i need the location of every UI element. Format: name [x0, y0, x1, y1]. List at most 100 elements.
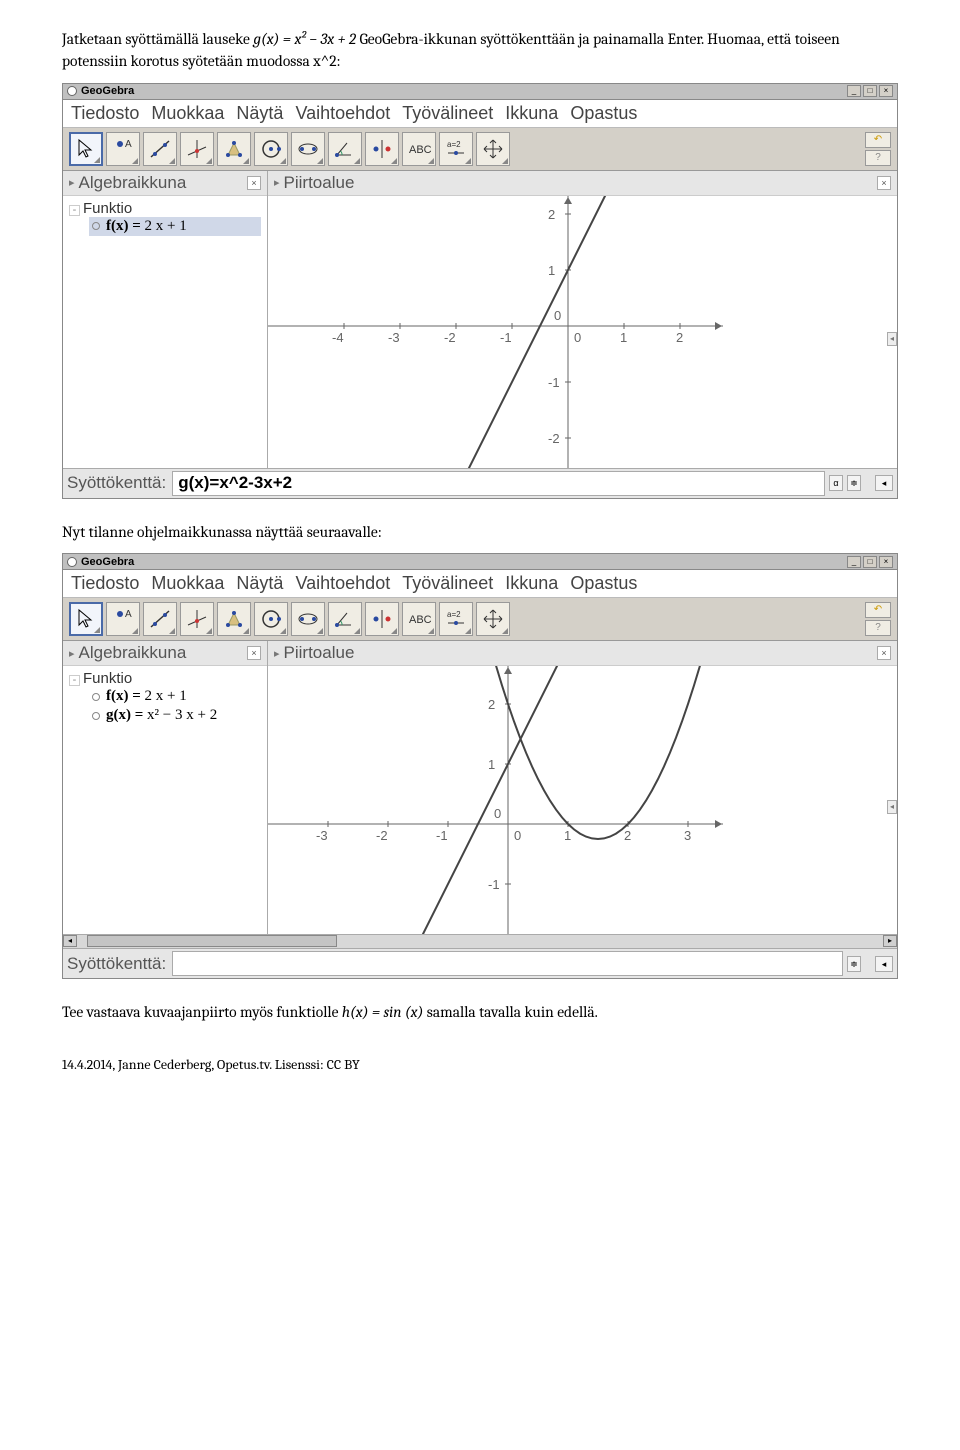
menu-item[interactable]: Ikkuna: [505, 573, 558, 593]
tool-text[interactable]: ABC: [402, 602, 436, 636]
tool-line[interactable]: [143, 132, 177, 166]
menu-item[interactable]: Opastus: [570, 103, 637, 123]
menu-item[interactable]: Näytä: [236, 573, 283, 593]
tool-text[interactable]: ABC: [402, 132, 436, 166]
tool-circle[interactable]: [254, 602, 288, 636]
tool-cursor[interactable]: [69, 602, 103, 636]
svg-text:0: 0: [514, 828, 521, 843]
svg-text:-1: -1: [548, 375, 560, 390]
tool-ellipse[interactable]: [291, 602, 325, 636]
horizontal-scrollbar[interactable]: ◂▸: [63, 934, 897, 948]
maximize-button[interactable]: □: [863, 85, 877, 97]
visibility-dot-icon[interactable]: [92, 712, 100, 720]
tool-ellipse[interactable]: [291, 132, 325, 166]
maximize-button[interactable]: □: [863, 556, 877, 568]
alpha-button[interactable]: α: [829, 475, 843, 491]
algebra-function-item[interactable]: f(x) = 2 x + 1: [89, 687, 261, 706]
menu-item[interactable]: Opastus: [570, 573, 637, 593]
scroll-left-arrow[interactable]: ◂: [63, 935, 77, 947]
algebra-panel-header: ▸Algebraikkuna×: [63, 171, 267, 196]
scroll-thumb[interactable]: [87, 935, 337, 947]
svg-text:A: A: [125, 609, 132, 620]
svg-text:0: 0: [494, 806, 501, 821]
svg-text:-4: -4: [332, 330, 344, 345]
algebra-panel-header: ▸Algebraikkuna×: [63, 641, 267, 666]
minimize-button[interactable]: _: [847, 556, 861, 568]
svg-text:1: 1: [548, 263, 555, 278]
algebra-function-item[interactable]: g(x) = x² − 3 x + 2: [89, 706, 261, 725]
side-tab-icon[interactable]: ◂: [887, 332, 897, 346]
graphics-panel: ▸Piirtoalue×-4-3-2-1012-2-1120◂: [268, 171, 897, 468]
input-execute-button[interactable]: ◂: [875, 956, 893, 972]
input-history-button[interactable]: ≑: [847, 475, 861, 491]
undo-button[interactable]: ↶: [865, 602, 891, 618]
svg-text:-2: -2: [376, 828, 388, 843]
side-tab-icon[interactable]: ◂: [887, 800, 897, 814]
input-field[interactable]: [172, 471, 825, 496]
scroll-right-arrow[interactable]: ▸: [883, 935, 897, 947]
outro-paragraph: Tee vastaava kuvaajanpiirto myös funktio…: [62, 1001, 898, 1023]
tool-bar: A ABC a=2 ↶?: [63, 127, 897, 171]
algebra-function-item[interactable]: f(x) = 2 x + 1: [89, 217, 261, 236]
menu-item[interactable]: Tiedosto: [71, 103, 139, 123]
menu-item[interactable]: Työvälineet: [402, 103, 493, 123]
tool-poly[interactable]: [217, 602, 251, 636]
menu-item[interactable]: Muokkaa: [151, 103, 224, 123]
tool-angle[interactable]: [328, 602, 362, 636]
input-bar: Syöttökenttä: ≑ ◂: [63, 948, 897, 978]
input-label: Syöttökenttä:: [67, 473, 166, 493]
visibility-dot-icon[interactable]: [92, 693, 100, 701]
menu-item[interactable]: Näytä: [236, 103, 283, 123]
tool-poly[interactable]: [217, 132, 251, 166]
input-history-button[interactable]: ≑: [847, 956, 861, 972]
minimize-button[interactable]: _: [847, 85, 861, 97]
svg-text:-1: -1: [436, 828, 448, 843]
tool-slider[interactable]: a=2: [439, 602, 473, 636]
algebra-close-icon[interactable]: ×: [247, 176, 261, 190]
svg-text:1: 1: [620, 330, 627, 345]
tool-reflect[interactable]: [365, 132, 399, 166]
algebra-section: -Funktio: [69, 670, 261, 687]
tool-perp[interactable]: [180, 602, 214, 636]
svg-text:0: 0: [554, 308, 561, 323]
tool-line[interactable]: [143, 602, 177, 636]
close-button[interactable]: ×: [879, 85, 893, 97]
close-button[interactable]: ×: [879, 556, 893, 568]
input-field[interactable]: [172, 951, 843, 976]
tool-circle[interactable]: [254, 132, 288, 166]
help-button[interactable]: ?: [865, 150, 891, 166]
menu-item[interactable]: Tiedosto: [71, 573, 139, 593]
tool-move[interactable]: [476, 602, 510, 636]
app-logo-icon: [67, 86, 77, 96]
input-label: Syöttökenttä:: [67, 954, 166, 974]
tool-point[interactable]: A: [106, 132, 140, 166]
tool-perp[interactable]: [180, 132, 214, 166]
graphics-panel: ▸Piirtoalue×-3-2-10123-1120◂: [268, 641, 897, 934]
graphics-close-icon[interactable]: ×: [877, 176, 891, 190]
svg-text:2: 2: [676, 330, 683, 345]
tool-move[interactable]: [476, 132, 510, 166]
menu-item[interactable]: Vaihtoehdot: [295, 103, 390, 123]
tool-slider[interactable]: a=2: [439, 132, 473, 166]
input-execute-button[interactable]: ◂: [875, 475, 893, 491]
menu-item[interactable]: Muokkaa: [151, 573, 224, 593]
undo-button[interactable]: ↶: [865, 132, 891, 148]
menu-item[interactable]: Työvälineet: [402, 573, 493, 593]
graph-canvas[interactable]: -4-3-2-1012-2-1120◂: [268, 196, 897, 468]
graphics-close-icon[interactable]: ×: [877, 646, 891, 660]
intro-formula: g(x) = x² − 3x + 2: [253, 30, 356, 48]
visibility-dot-icon[interactable]: [92, 222, 100, 230]
menu-item[interactable]: Ikkuna: [505, 103, 558, 123]
tool-angle[interactable]: [328, 132, 362, 166]
graph-canvas[interactable]: -3-2-10123-1120◂: [268, 666, 897, 934]
input-bar: Syöttökenttä: α≑ ◂: [63, 468, 897, 498]
tool-reflect[interactable]: [365, 602, 399, 636]
menu-item[interactable]: Vaihtoehdot: [295, 573, 390, 593]
tool-cursor[interactable]: [69, 132, 103, 166]
svg-text:1: 1: [564, 828, 571, 843]
tool-point[interactable]: A: [106, 602, 140, 636]
help-button[interactable]: ?: [865, 620, 891, 636]
svg-text:a=2: a=2: [447, 140, 461, 149]
algebra-close-icon[interactable]: ×: [247, 646, 261, 660]
app-logo-icon: [67, 557, 77, 567]
